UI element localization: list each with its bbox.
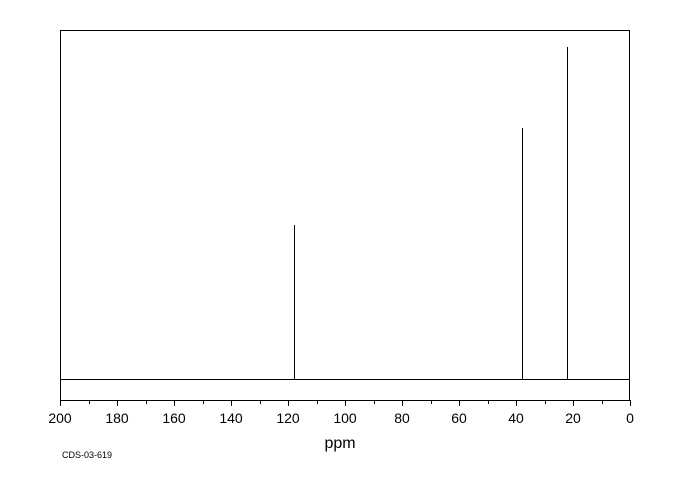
x-tick-major	[345, 400, 346, 406]
x-tick-label: 20	[565, 410, 581, 426]
x-tick-minor	[374, 400, 375, 404]
x-tick-major	[573, 400, 574, 406]
x-tick-major	[459, 400, 460, 406]
x-tick-minor	[431, 400, 432, 404]
x-tick-minor	[545, 400, 546, 404]
peak	[567, 47, 568, 380]
x-tick-minor	[602, 400, 603, 404]
x-tick-label: 120	[276, 410, 299, 426]
x-tick-label: 180	[105, 410, 128, 426]
x-tick-label: 80	[394, 410, 410, 426]
plot-area	[60, 30, 630, 400]
x-tick-minor	[488, 400, 489, 404]
peak	[522, 128, 523, 380]
x-tick-minor	[317, 400, 318, 404]
x-tick-major	[516, 400, 517, 406]
x-tick-major	[231, 400, 232, 406]
x-tick-label: 160	[162, 410, 185, 426]
x-tick-major	[402, 400, 403, 406]
x-tick-major	[60, 400, 61, 406]
x-axis-label: ppm	[324, 435, 355, 453]
footer-id-label: CDS-03-619	[62, 450, 112, 460]
x-tick-major	[174, 400, 175, 406]
x-tick-major	[288, 400, 289, 406]
x-tick-label: 60	[451, 410, 467, 426]
x-tick-minor	[260, 400, 261, 404]
plot-border	[60, 30, 630, 400]
x-tick-minor	[89, 400, 90, 404]
x-tick-label: 0	[626, 410, 634, 426]
x-tick-major	[630, 400, 631, 406]
peak	[294, 225, 295, 380]
x-tick-label: 140	[219, 410, 242, 426]
x-tick-label: 100	[333, 410, 356, 426]
spectrum-baseline	[60, 379, 630, 380]
x-tick-major	[117, 400, 118, 406]
x-tick-minor	[203, 400, 204, 404]
x-tick-label: 200	[48, 410, 71, 426]
x-axis: 200180160140120100806040200	[60, 400, 630, 430]
x-tick-minor	[146, 400, 147, 404]
x-tick-label: 40	[508, 410, 524, 426]
